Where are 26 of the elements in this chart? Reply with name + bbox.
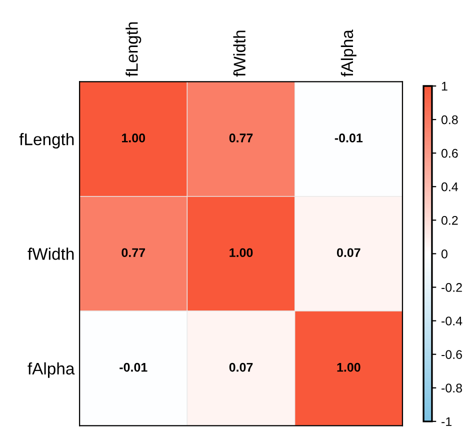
color-bar-label: 0.8 [441,115,458,124]
color-bar-label: 1 [442,82,448,91]
data-label: 1.00 [122,134,146,142]
data-label: 1.00 [230,248,253,258]
color-bar-label: -0.4 [442,316,462,326]
color-bar-label: 0 [441,250,448,258]
color-bar-label: -0.2 [442,283,462,292]
data-label: 1.00 [337,362,360,372]
color-bar-label: 0.6 [441,148,458,158]
color-bar-label: -1 [442,417,452,426]
color-bar-label: -0.6 [442,350,462,359]
data-label: 0.07 [336,248,360,258]
color-bar-label: 0.4 [441,182,458,192]
data-label: -0.01 [120,362,148,372]
data-label: -0.01 [334,134,363,142]
color-bar-label: 0.2 [441,216,458,225]
x-tick-label: fLength [126,22,142,77]
color-bar-label: -0.8 [442,384,462,393]
y-tick-label: fAlpha [28,362,75,378]
y-tick-label: fLength [19,132,74,149]
data-label: 0.77 [122,248,145,258]
data-label: 0.07 [229,362,253,372]
y-tick-label: fWidth [28,248,74,260]
x-tick-label: fAlpha [340,30,356,77]
x-tick-label: fWidth [233,30,246,77]
data-label: 0.77 [229,134,253,142]
